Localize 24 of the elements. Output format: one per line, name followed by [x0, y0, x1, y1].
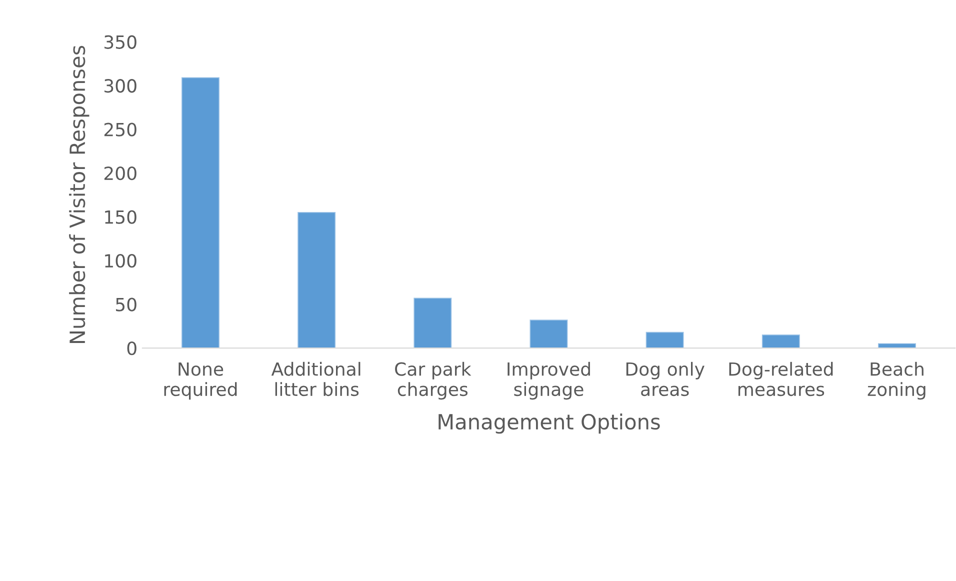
x-tick-label: None required — [164, 362, 237, 400]
y-axis-title: Number of Visitor Responses — [69, 46, 90, 343]
y-tick-label: 0 — [127, 341, 136, 356]
bar — [878, 343, 916, 348]
x-tick-label: Beach zoning — [868, 362, 926, 400]
y-tick-label: 250 — [104, 122, 136, 136]
bar — [646, 332, 684, 348]
y-tick-label: 350 — [104, 35, 136, 49]
x-tick-label: Additional litter bins — [271, 362, 360, 396]
bar — [414, 298, 452, 348]
bar — [298, 212, 336, 348]
y-tick-label: 300 — [104, 79, 136, 93]
bar — [530, 320, 568, 348]
y-tick-label: 100 — [105, 254, 136, 268]
y-tick-label: 150 — [105, 210, 136, 224]
x-tick-label: Car park charges — [395, 362, 472, 400]
x-tick-label: Dog only areas — [626, 362, 704, 396]
y-tick-label: 50 — [116, 298, 136, 312]
x-tick-label: Improved signage — [508, 362, 590, 400]
bar — [762, 334, 800, 348]
y-tick-label: 200 — [104, 166, 136, 180]
bar — [181, 77, 220, 348]
x-axis-title: Management Options — [438, 413, 660, 434]
x-tick-label: Dog-related measures — [729, 362, 833, 396]
